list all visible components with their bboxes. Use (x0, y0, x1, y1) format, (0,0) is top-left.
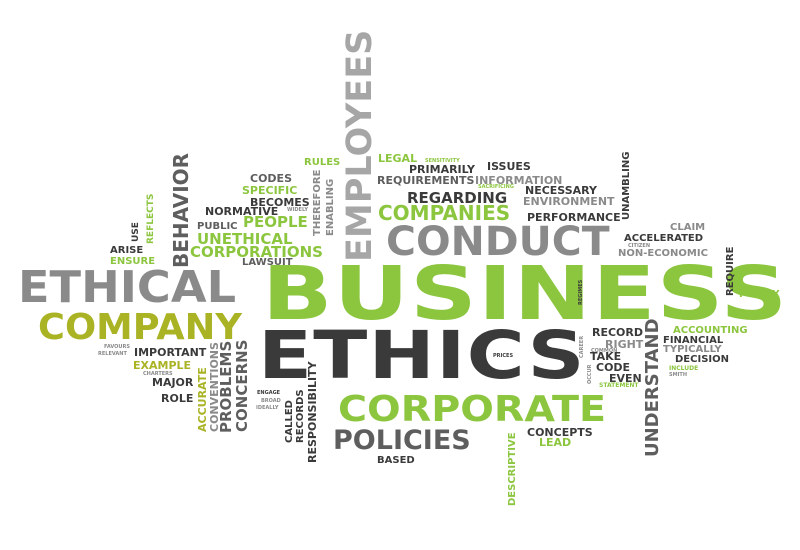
word-ethical: ETHICAL (18, 262, 237, 313)
word-non-economic: NON-ECONOMIC (618, 248, 708, 259)
word-information: INFORMATION (475, 174, 563, 187)
word-statement: STATEMENT (599, 382, 639, 389)
word-therefore: THEREFORE (312, 169, 323, 236)
word-problems: PROBLEMS (217, 340, 235, 433)
word-responsibility: RESPONSIBILITY (306, 361, 319, 463)
word-sacrificing: SACRIFICING (478, 184, 514, 190)
word-accounting: ACCOUNTING (673, 325, 748, 336)
word-ideally: IDEALLY (256, 405, 279, 411)
word-legal: LEGAL (378, 152, 418, 165)
word-require: REQUIRE (725, 246, 736, 296)
word-conduct: CONDUCT (386, 219, 610, 265)
word-concepts: CONCEPTS (527, 426, 593, 439)
word-unambling: UNAMBLING (621, 151, 632, 220)
word-concerns: CONCERNS (233, 339, 251, 432)
word-smith: SMITH (669, 372, 688, 378)
word-performance: PERFORMANCE (527, 211, 621, 224)
word-lawsuit: LAWSUIT (242, 257, 293, 268)
word-issues: ISSUES (487, 160, 531, 173)
word-important: IMPORTANT (134, 346, 207, 359)
word-broad: BROAD (261, 398, 281, 404)
word-primarily: PRIMARILY (409, 163, 475, 176)
word-record: RECORD (592, 326, 644, 339)
word-rules: RULES (304, 157, 341, 168)
word-corporations: CORPORATIONS (190, 243, 323, 261)
word-favours: FAVOURS (104, 344, 130, 350)
word-people: PEOPLE (243, 213, 308, 231)
word-use: USE (131, 222, 141, 242)
word-understand: UNDERSTAND (642, 318, 663, 457)
word-career: CAREER (579, 335, 585, 358)
word-company: COMPANY (38, 307, 242, 348)
word-lead: LEAD (539, 436, 572, 449)
word-called: CALLED (284, 400, 295, 443)
word-ensure: ENSURE (110, 256, 156, 267)
word-occur: OCCUR (587, 364, 593, 385)
word-regimes: REGIMES (578, 279, 584, 305)
word-typically: TYPICALLY (663, 344, 722, 355)
word-regarding: REGARDING (407, 189, 508, 207)
word-based: BASED (377, 455, 415, 466)
word-decision: DECISION (675, 354, 729, 365)
word-accelerated: ACCELERATED (624, 233, 704, 244)
word-companies: COMPANIES (378, 201, 511, 225)
word-common: COMMON (591, 348, 618, 354)
word-behavior: BEHAVIOR (169, 152, 193, 268)
word-arise: ARISE (110, 245, 144, 256)
word-include: INCLUDE (669, 365, 699, 372)
word-citizen: CITIZEN (628, 243, 651, 249)
word-charters: CHARTERS (143, 371, 173, 377)
word-ethics: ETHICS (258, 317, 586, 394)
word-environment: ENVIRONMENT (523, 195, 615, 208)
word-normative: NORMATIVE (205, 205, 279, 218)
word-relevant: RELEVANT (98, 351, 127, 357)
word-requirements: REQUIREMENTS (377, 174, 475, 187)
word-policy: POLICY (739, 289, 780, 300)
word-role: ROLE (161, 392, 194, 405)
word-accurate: ACCURATE (196, 367, 209, 432)
word-even: EVEN (609, 372, 642, 385)
word-public: PUBLIC (197, 221, 238, 232)
word-corporate: CORPORATE (338, 389, 607, 430)
word-sensitivity: SENSITIVITY (425, 158, 460, 164)
word-engage: ENGAGE (257, 390, 281, 396)
word-codes: CODES (250, 172, 292, 185)
word-prices: PRICES (493, 353, 514, 359)
word-necessary: NECESSARY (525, 184, 598, 197)
word-enabling: ENABLING (325, 178, 336, 236)
word-business: BUSINESS (262, 251, 789, 337)
word-example: EXAMPLE (133, 359, 192, 372)
word-policies: POLICIES (333, 425, 471, 456)
word-code: CODE (596, 361, 631, 374)
word-claim: CLAIM (670, 222, 706, 233)
word-take: TAKE (590, 350, 622, 363)
word-reflects: REFLECTS (146, 193, 156, 244)
word-descriptive: DESCRIPTIVE (507, 432, 518, 506)
word-major: MAJOR (152, 376, 194, 389)
word-unethical: UNETHICAL (197, 230, 293, 248)
word-financial: FINANCIAL (663, 335, 724, 346)
word-widely: WIDELY (287, 207, 308, 213)
word-employees: EMPLOYEES (340, 29, 380, 262)
word-becomes: BECOMES (250, 196, 310, 209)
word-records: RECORDS (295, 389, 306, 443)
word-right: RIGHT (605, 338, 644, 351)
word-specific: SPECIFIC (242, 184, 298, 197)
